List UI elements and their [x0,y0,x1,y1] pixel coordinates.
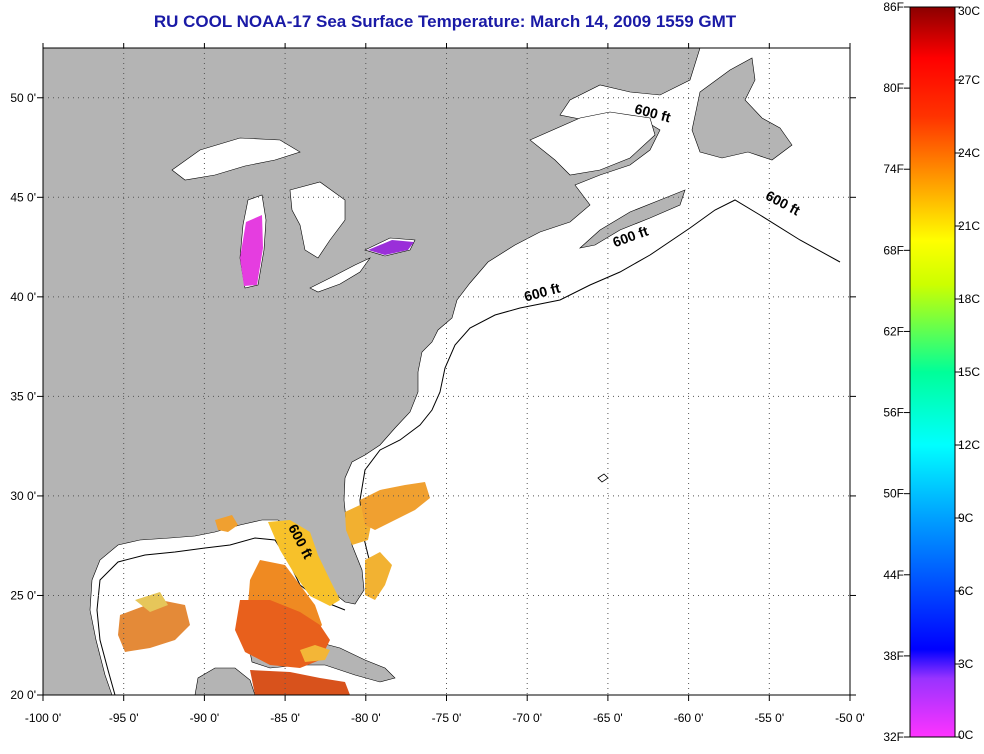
colorbar-f-label: 86F [883,0,904,14]
colorbar-c-label: 30C [958,4,980,18]
colorbar-c-label: 15C [958,365,980,379]
land-nova-scotia [578,189,686,249]
colorbar-f-label: 62F [883,324,904,338]
lake-ontario-sst [368,240,414,255]
colorbar-c-label: 12C [958,438,980,452]
lat-tick-label: 45 0' [10,190,36,204]
lake-michigan-sst [240,215,263,286]
lat-tick-label: 40 0' [10,290,36,304]
lon-tick-label: -50 0' [835,711,865,725]
colorbar-c-label: 27C [958,73,980,87]
lat-tick-label: 25 0' [10,588,36,602]
colorbar-f-label: 56F [883,406,904,420]
colorbar-c-label: 0C [958,728,974,742]
lake-superior [171,137,301,181]
lon-tick-label: -75 0' [432,711,462,725]
lake-huron [289,181,346,259]
lat-tick-label: 50 0' [10,91,36,105]
colorbar-f-label: 80F [883,81,904,95]
lat-tick-label: 20 0' [10,688,36,702]
colorbar-c-label: 24C [958,146,980,160]
lat-tick-label: 35 0' [10,389,36,403]
colorbar-c-label: 18C [958,292,980,306]
colorbar-f-label: 68F [883,243,904,257]
latitude-axis: 50 0' 45 0' 40 0' 35 0' 30 0' 25 0' 20 0' [10,91,856,702]
lon-tick-label: -90 0' [190,711,220,725]
colorbar [909,6,956,738]
lon-tick-label: -95 0' [109,711,139,725]
lon-tick-label: -85 0' [270,711,300,725]
colorbar-f-label: 74F [883,162,904,176]
isobath-600ft-atlantic [359,199,841,581]
colorbar-fahrenheit-labels: 86F 80F 74F 68F 62F 56F 50F 44F 38F 32F [883,0,910,744]
lake-erie [309,257,371,293]
colorbar-f-label: 44F [883,568,904,582]
sst-gulf-patches [118,482,430,695]
lon-tick-label: -60 0' [674,711,704,725]
st-lawrence-estuary [529,111,656,176]
colorbar-f-label: 38F [883,649,904,663]
colorbar-c-label: 9C [958,511,974,525]
land-yucatan [194,667,256,695]
land-newfoundland [691,57,793,161]
colorbar-f-label: 50F [883,487,904,501]
colorbar-c-label: 21C [958,219,980,233]
lon-tick-label: -55 0' [754,711,784,725]
land-north-america [43,48,701,695]
colorbar-c-label: 3C [958,657,974,671]
longitude-axis: -100 0' -95 0' -90 0' -85 0' -80 0' -75 0' -70… [25,43,865,725]
lon-tick-label: -65 0' [593,711,623,725]
lat-tick-label: 30 0' [10,489,36,503]
colorbar-f-label: 32F [883,730,904,744]
lon-tick-label: -100 0' [25,711,61,725]
map-title: RU COOL NOAA-17 Sea Surface Temperature:… [153,12,737,31]
lon-tick-label: -70 0' [512,711,542,725]
colorbar-c-label: 6C [958,584,974,598]
lon-tick-label: -80 0' [351,711,381,725]
colorbar-celsius-labels: 30C 27C 24C 21C 18C 15C 12C 9C 6C 3C 0C [955,4,980,742]
